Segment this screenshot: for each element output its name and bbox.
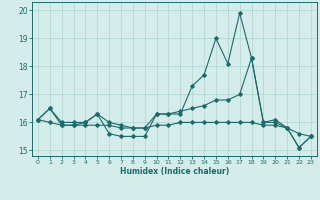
X-axis label: Humidex (Indice chaleur): Humidex (Indice chaleur) xyxy=(120,167,229,176)
